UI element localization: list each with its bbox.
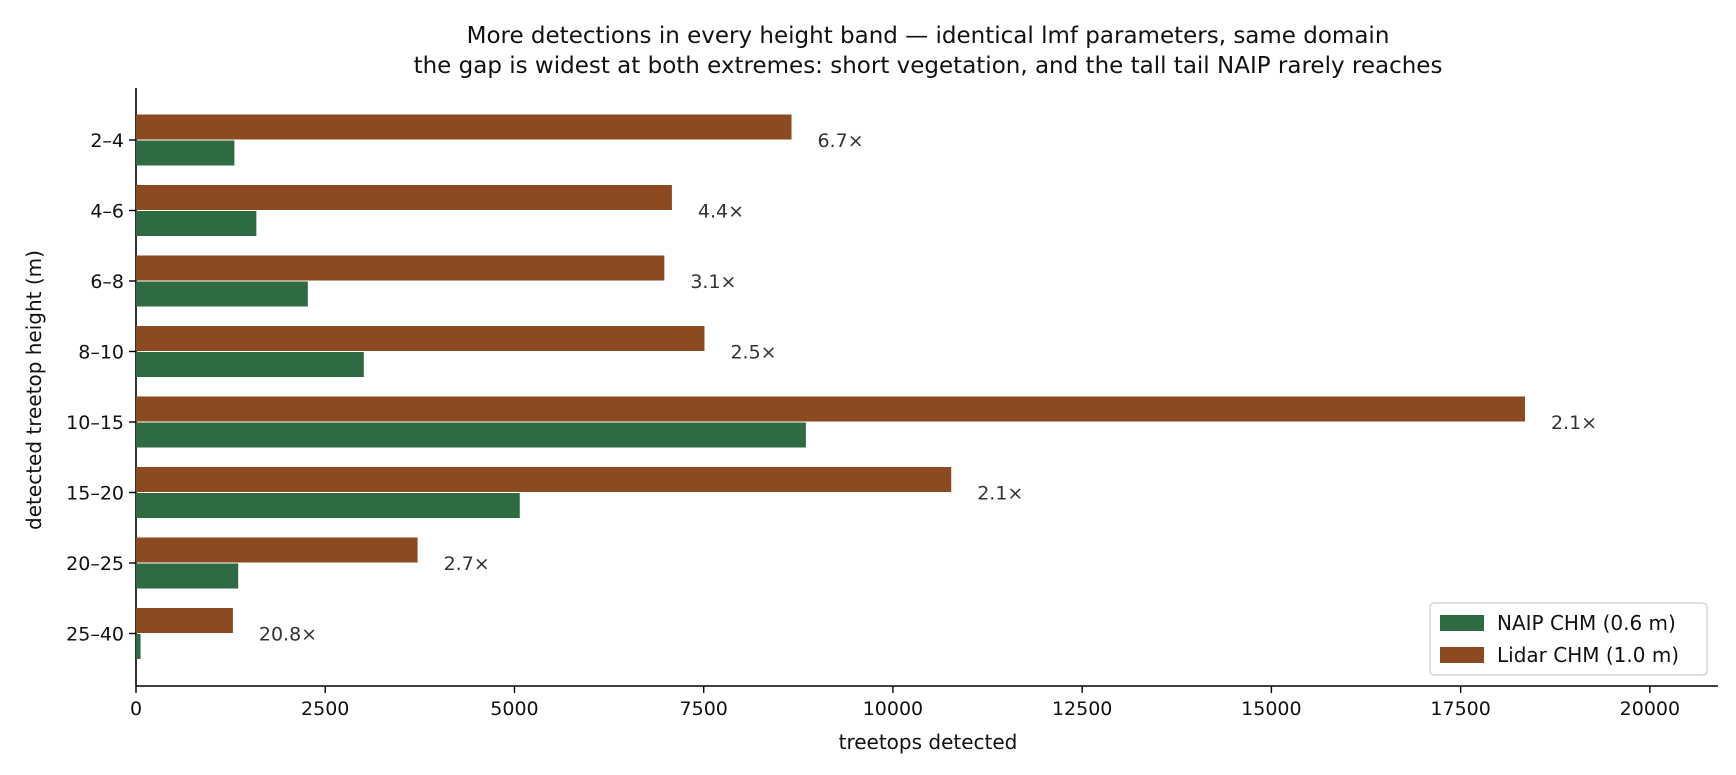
legend-swatch xyxy=(1440,615,1484,631)
y-tick-label: 10–15 xyxy=(66,412,124,434)
y-tick-label: 25–40 xyxy=(66,624,124,646)
legend-label: Lidar CHM (1.0 m) xyxy=(1497,643,1679,667)
bar-lidar xyxy=(136,255,665,281)
bar-naip xyxy=(136,211,257,236)
x-tick-label: 17500 xyxy=(1430,698,1490,720)
y-tick-label: 4–6 xyxy=(90,201,124,223)
bar-lidar xyxy=(136,326,705,351)
ratio-label: 20.8× xyxy=(259,624,317,646)
ratio-label: 3.1× xyxy=(690,271,736,293)
y-tick-label: 6–8 xyxy=(90,271,124,293)
x-tick-label: 7500 xyxy=(680,698,728,720)
ratio-label: 6.7× xyxy=(818,130,864,152)
bar-naip xyxy=(136,281,308,307)
bar-lidar xyxy=(136,396,1525,422)
ratio-label: 2.5× xyxy=(730,342,776,364)
x-tick-label: 0 xyxy=(130,698,142,720)
bar-naip xyxy=(136,493,520,518)
bar-lidar xyxy=(136,467,952,492)
ratio-label: 4.4× xyxy=(698,201,744,223)
x-tick-label: 20000 xyxy=(1620,698,1680,720)
bar-lidar xyxy=(136,114,792,140)
chart-title-line-1: More detections in every height band — i… xyxy=(467,23,1390,49)
y-tick-label: 2–4 xyxy=(90,130,124,152)
bar-lidar xyxy=(136,537,418,563)
legend-frame xyxy=(1429,602,1708,676)
x-tick-label: 15000 xyxy=(1241,698,1301,720)
bar-naip xyxy=(136,634,141,659)
chart-subtitle: the gap is widest at both extremes: shor… xyxy=(414,53,1443,79)
x-tick-label: 10000 xyxy=(863,698,923,720)
x-tick-label: 12500 xyxy=(1052,698,1112,720)
y-tick-label: 15–20 xyxy=(66,483,124,505)
bar-lidar xyxy=(136,608,233,633)
x-axis-label: treetops detected xyxy=(839,730,1018,754)
legend-swatch xyxy=(1440,647,1484,663)
y-axis-label: detected treetop height (m) xyxy=(22,250,46,530)
y-tick-label: 20–25 xyxy=(66,553,124,575)
ratio-label: 2.1× xyxy=(1551,412,1597,434)
y-tick-label: 8–10 xyxy=(78,342,124,364)
x-tick-label: 5000 xyxy=(490,698,538,720)
bar-naip xyxy=(136,422,806,448)
ratio-label: 2.1× xyxy=(977,483,1023,505)
legend-label: NAIP CHM (0.6 m) xyxy=(1497,611,1676,635)
ratio-label: 2.7× xyxy=(444,553,490,575)
chart-title: More detections in every height band — i… xyxy=(414,23,1443,79)
legend: NAIP CHM (0.6 m) Lidar CHM (1.0 m) xyxy=(1429,602,1708,676)
bar-naip xyxy=(136,352,364,377)
bar-naip xyxy=(136,563,239,589)
bar-lidar xyxy=(136,185,672,210)
plot-area: 0 2500 5000 7500 10000 12500 15000 17500 20000 2–… xyxy=(66,88,1718,720)
x-tick-label: 2500 xyxy=(301,698,349,720)
bar-naip xyxy=(136,140,235,166)
